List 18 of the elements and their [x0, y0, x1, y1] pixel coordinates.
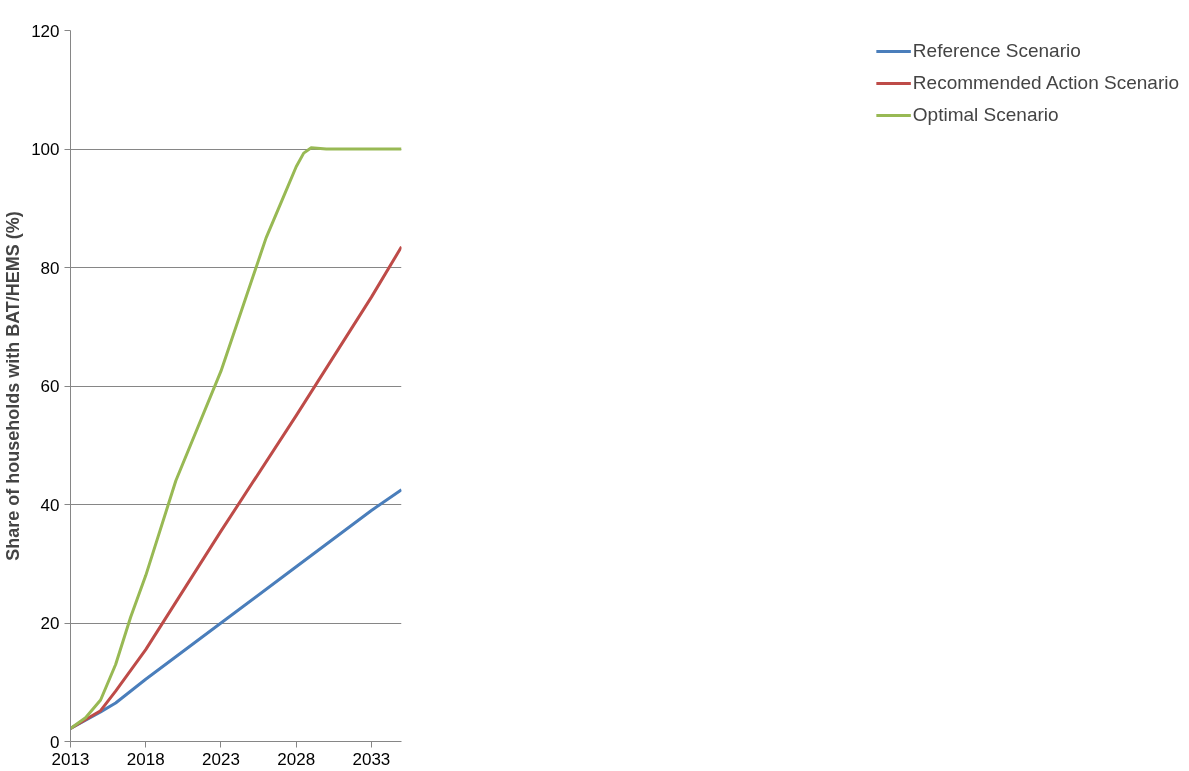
y-tick-label: 40 — [40, 495, 60, 515]
line-series — [70, 488, 402, 730]
y-tick-label: 20 — [40, 614, 60, 633]
x-tick-label: 2028 — [277, 749, 316, 769]
x-tick-label: 2023 — [202, 749, 240, 769]
x-tick-label: 2018 — [126, 749, 165, 769]
y-tick-label: 80 — [40, 258, 60, 278]
y-tick-label: 0 — [50, 732, 60, 752]
line-series — [70, 146, 402, 730]
legend-label: Optimal Scenario — [912, 104, 1059, 126]
y-tick-label: 100 — [31, 140, 60, 159]
legend-label: Recommended Action Scenario — [912, 72, 1179, 94]
x-tick-label: 2033 — [352, 749, 391, 769]
y-axis-title: Share of households with BAT/HEMS (%) — [3, 211, 24, 561]
y-tick-label: 120 — [31, 21, 60, 41]
x-tick-label: 2013 — [51, 749, 90, 769]
legend-label: Reference Scenario — [912, 40, 1081, 62]
y-tick-label: 60 — [40, 377, 60, 396]
